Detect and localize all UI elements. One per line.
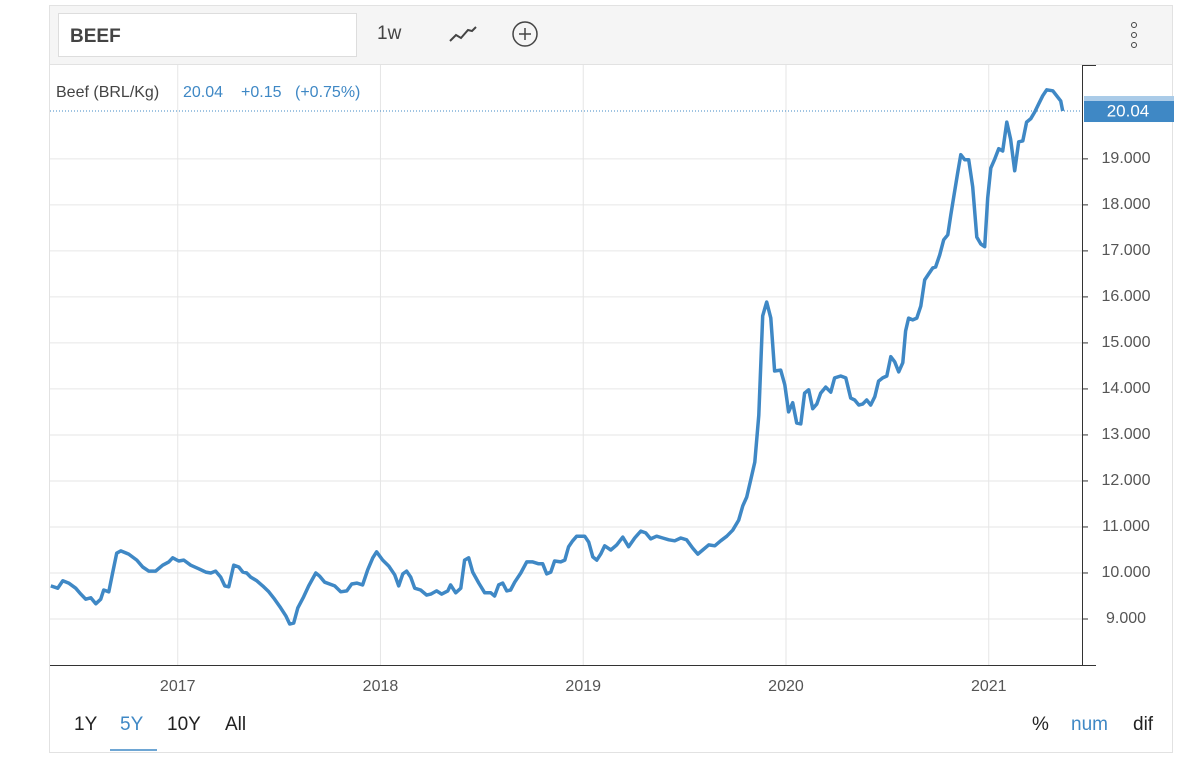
y-tick-label: 13.000 [1102,426,1151,443]
x-tick-label: 2021 [971,678,1007,695]
x-tick-label: 2017 [160,678,196,695]
x-tick-label: 2020 [768,678,804,695]
y-tick-label: 15.000 [1102,334,1151,351]
y-tick-label: 12.000 [1102,472,1151,489]
chart-type-icon[interactable] [449,26,477,42]
y-tick-label: 17.000 [1102,242,1151,259]
y-tick-label: 11.000 [1102,518,1150,535]
menu-dot [1131,42,1137,48]
y-tick-label: 16.000 [1102,288,1151,305]
legend-name: Beef (BRL/Kg) [56,84,159,101]
y-tick-label: 14.000 [1102,380,1151,397]
mode-button[interactable]: num [1071,714,1108,735]
frame [49,5,1173,753]
menu-icon[interactable] [1131,22,1137,48]
y-tick-label: 9.000 [1106,610,1146,627]
frequency-button[interactable]: 1w [377,23,402,44]
menu-dot [1131,32,1137,38]
mode-button[interactable]: % [1032,714,1049,735]
legend-change-percent: (+0.75%) [295,84,360,101]
legend-value: 20.04 [183,84,223,101]
range-button[interactable]: 5Y [120,714,144,735]
search-box[interactable] [58,13,357,57]
add-icon[interactable] [512,21,538,47]
x-tick-label: 2018 [363,678,399,695]
y-tick-label: 19.000 [1102,150,1151,167]
y-tick-label: 10.000 [1102,564,1151,581]
search-text[interactable]: BEEF [70,26,121,47]
range-button[interactable]: 10Y [167,714,201,735]
mode-button[interactable]: dif [1133,714,1154,735]
menu-dot [1131,22,1137,28]
last-value-label: 20.04 [1107,101,1150,120]
last-value-tag [1084,101,1174,123]
legend-change: +0.15 [241,84,282,101]
range-button[interactable]: All [225,714,246,735]
y-tick-label: 18.000 [1102,196,1151,213]
x-tick-label: 2019 [565,678,601,695]
data-line [50,88,1065,626]
range-button[interactable]: 1Y [74,714,98,735]
add-icon-plus [519,28,531,40]
